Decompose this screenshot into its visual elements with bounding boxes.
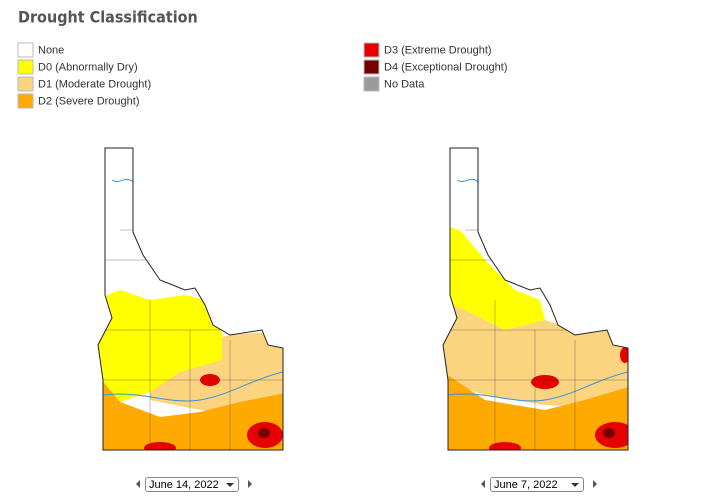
legend-swatch [17, 59, 34, 75]
regions [98, 148, 283, 450]
date-select[interactable]: June 7, 2022 [490, 477, 584, 492]
county-lines [103, 229, 283, 450]
legend-swatch [17, 76, 34, 92]
state-outline [442, 147, 629, 451]
legend-label: None [38, 44, 64, 56]
region-d4 [258, 428, 270, 438]
region-d3 [531, 375, 559, 389]
river [102, 371, 283, 402]
legend-label: D3 (Extreme Drought) [384, 44, 492, 56]
legend-swatch [363, 76, 380, 92]
river [447, 371, 628, 402]
region-d1 [443, 300, 628, 410]
legend-label: D1 (Moderate Drought) [38, 78, 151, 90]
region-d2 [443, 370, 628, 450]
region-d0 [443, 225, 545, 330]
legend-swatch [363, 59, 380, 75]
prev-arrow[interactable] [136, 480, 140, 488]
river [111, 178, 134, 183]
drought-map [97, 147, 284, 451]
region-d2 [98, 372, 283, 450]
region-d3 [489, 442, 521, 450]
legend: None D0 (Abnormally Dry) D1 (Moderate Drou… [17, 42, 508, 109]
legend-label: D2 (Severe Drought) [38, 95, 140, 107]
legend-label: D0 (Abnormally Dry) [38, 61, 138, 73]
county-lines [448, 229, 628, 450]
legend-label: No Data [384, 78, 425, 90]
region-d3 [595, 422, 628, 448]
region-d0 [98, 290, 222, 402]
maps [97, 147, 629, 451]
legend-swatch [17, 42, 34, 58]
date-select[interactable]: June 14, 2022 [145, 477, 239, 492]
regions [443, 148, 628, 450]
next-arrow[interactable] [593, 480, 597, 488]
title: Drought Classification [18, 8, 198, 27]
drought-map [442, 147, 629, 451]
river [456, 178, 479, 183]
legend-swatch [363, 42, 380, 58]
state-outline [97, 147, 284, 451]
legend-label: D4 (Exceptional Drought) [384, 61, 508, 73]
legend-swatch [17, 93, 34, 109]
region-d3 [144, 442, 176, 450]
prev-arrow[interactable] [481, 480, 485, 488]
next-arrow[interactable] [248, 480, 252, 488]
region-d4 [603, 428, 615, 438]
